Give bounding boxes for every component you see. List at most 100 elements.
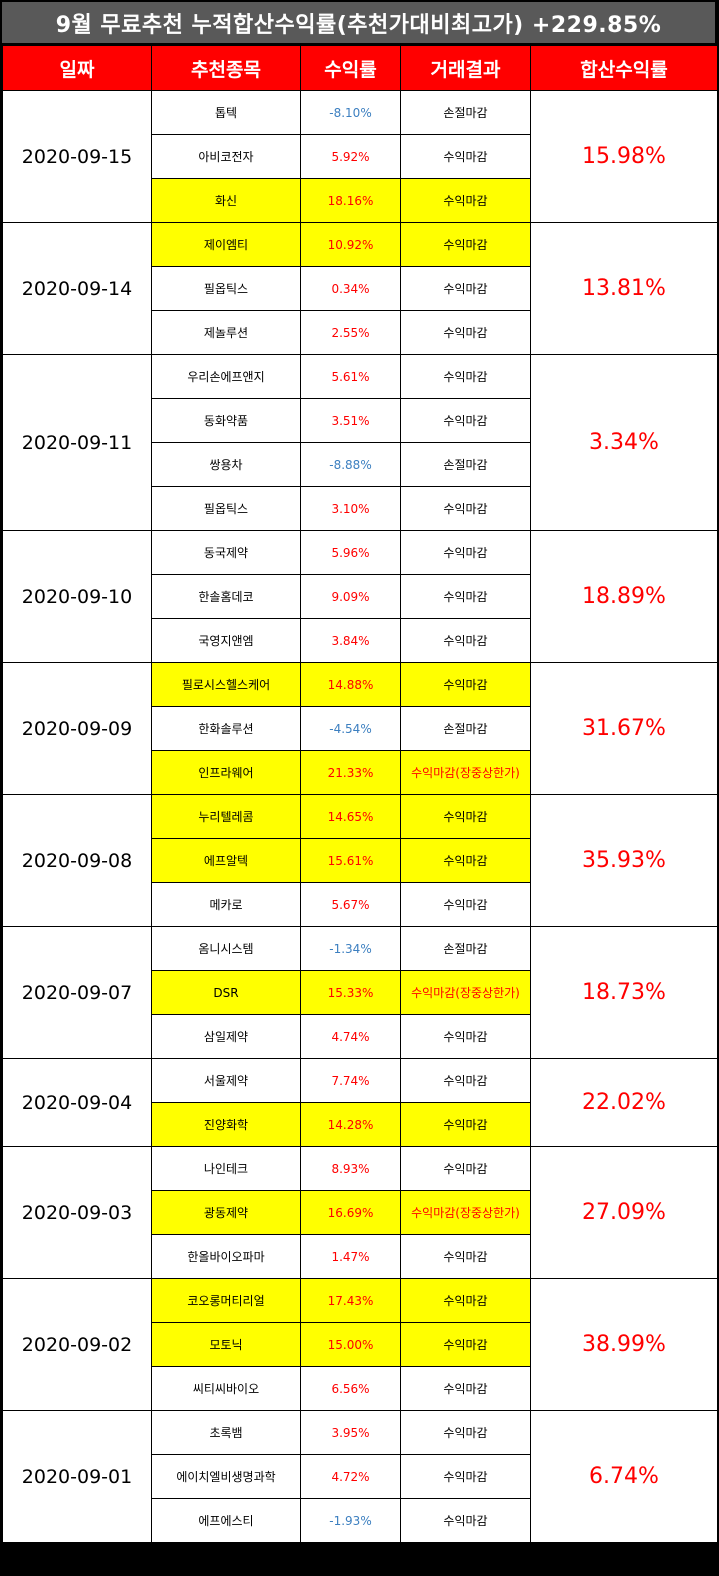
return-rate-cell: 3.95% xyxy=(300,1410,401,1455)
stock-name-cell: 초록뱀 xyxy=(151,1410,301,1455)
total-return-cell: 31.67% xyxy=(530,662,718,795)
trade-result-cell: 수익마감 xyxy=(400,178,531,223)
return-rate-cell: 5.96% xyxy=(300,530,401,575)
trade-result-cell: 수익마감 xyxy=(400,1366,531,1411)
table-body: 2020-09-15 톱텍 -8.10% 손절마감 15.98% 아비코전자 5.92% 수익… xyxy=(2,90,718,1543)
date-cell: 2020-09-11 xyxy=(2,354,152,531)
trade-result-cell: 수익마감 xyxy=(400,1014,531,1059)
trade-result-cell: 손절마감 xyxy=(400,442,531,487)
header-result: 거래결과 xyxy=(400,45,531,91)
return-rate-cell: 16.69% xyxy=(300,1190,401,1235)
stock-name-cell: 한올바이오파마 xyxy=(151,1234,301,1279)
trade-result-cell: 수익마감 xyxy=(400,1454,531,1499)
return-rate-cell: 1.47% xyxy=(300,1234,401,1279)
table-row: 삼일제약 4.74% 수익마감 xyxy=(3,1014,718,1059)
trade-result-cell: 수익마감 xyxy=(400,1146,531,1191)
total-return-cell: 22.02% xyxy=(530,1058,718,1147)
trade-result-cell: 수익마감 xyxy=(400,662,531,707)
stock-name-cell: 한솔홈데코 xyxy=(151,574,301,619)
table-row: 아비코전자 5.92% 수익마감 xyxy=(3,134,718,179)
table-row: 화신 18.16% 수익마감 xyxy=(3,178,718,223)
trade-result-cell: 수익마감 xyxy=(400,1322,531,1367)
table-row: 2020-09-09 필로시스헬스케어 14.88% 수익마감 31.67% xyxy=(2,662,718,795)
trade-result-cell: 수익마감 xyxy=(400,794,531,839)
table-row: 씨티씨바이오 6.56% 수익마감 xyxy=(3,1366,718,1411)
stock-name-cell: 화신 xyxy=(151,178,301,223)
trade-result-cell: 수익마감 xyxy=(400,882,531,927)
trade-result-cell: 수익마감 xyxy=(400,838,531,883)
table-row: 메카로 5.67% 수익마감 xyxy=(3,882,718,927)
stock-name-cell: 삼일제약 xyxy=(151,1014,301,1059)
date-cell: 2020-09-10 xyxy=(2,530,152,663)
table-row: 2020-09-07 옴니시스템 -1.34% 손절마감 18.73% xyxy=(2,926,718,1059)
stock-name-cell: 한화솔루션 xyxy=(151,706,301,751)
table-row: 2020-09-10 동국제약 5.96% 수익마감 18.89% xyxy=(2,530,718,663)
header-date: 일짜 xyxy=(2,45,152,91)
stock-name-cell: 제이엠티 xyxy=(151,222,301,267)
return-rate-cell: 4.72% xyxy=(300,1454,401,1499)
date-cell: 2020-09-01 xyxy=(2,1410,152,1543)
trade-result-cell: 수익마감 xyxy=(400,398,531,443)
stock-name-cell: 동화약품 xyxy=(151,398,301,443)
stock-name-cell: 에프에스티 xyxy=(151,1498,301,1543)
date-cell: 2020-09-15 xyxy=(2,90,152,223)
return-rate-cell: 7.74% xyxy=(300,1058,401,1103)
trade-result-cell: 수익마감 xyxy=(400,134,531,179)
return-rate-cell: -1.34% xyxy=(300,926,401,971)
return-rate-cell: 18.16% xyxy=(300,178,401,223)
stock-name-cell: DSR xyxy=(151,970,301,1015)
return-rate-cell: 6.56% xyxy=(300,1366,401,1411)
stock-name-cell: 국영지앤엠 xyxy=(151,618,301,663)
total-return-cell: 15.98% xyxy=(530,90,718,223)
stock-name-cell: 필로시스헬스케어 xyxy=(151,662,301,707)
total-return-cell: 18.89% xyxy=(530,530,718,663)
return-rate-cell: 3.51% xyxy=(300,398,401,443)
table-row: 2020-09-01 초록뱀 3.95% 수익마감 6.74% xyxy=(2,1410,718,1543)
date-cell: 2020-09-09 xyxy=(2,662,152,795)
stock-name-cell: 동국제약 xyxy=(151,530,301,575)
return-rate-cell: -8.88% xyxy=(300,442,401,487)
return-rate-cell: 8.93% xyxy=(300,1146,401,1191)
stock-name-cell: 서울제약 xyxy=(151,1058,301,1103)
total-return-cell: 35.93% xyxy=(530,794,718,927)
date-cell: 2020-09-02 xyxy=(2,1278,152,1411)
total-return-cell: 3.34% xyxy=(530,354,718,531)
trade-result-cell: 수익마감(장중상한가) xyxy=(400,970,531,1015)
stock-name-cell: 인프라웨어 xyxy=(151,750,301,795)
return-rate-cell: 14.28% xyxy=(300,1102,401,1147)
table-row: 제놀루션 2.55% 수익마감 xyxy=(3,310,718,355)
table-row: 2020-09-03 나인테크 8.93% 수익마감 27.09% xyxy=(2,1146,718,1279)
stock-name-cell: 아비코전자 xyxy=(151,134,301,179)
table-row: 2020-09-14 제이엠티 10.92% 수익마감 13.81% xyxy=(2,222,718,355)
table-row: 에이치엘비생명과학 4.72% 수익마감 xyxy=(3,1454,718,1499)
return-rate-cell: 5.61% xyxy=(300,354,401,399)
stock-name-cell: 필옵틱스 xyxy=(151,486,301,531)
table-row: 2020-09-02 코오롱머티리얼 17.43% 수익마감 38.99% xyxy=(2,1278,718,1411)
return-rate-cell: 9.09% xyxy=(300,574,401,619)
return-rate-cell: 15.33% xyxy=(300,970,401,1015)
table-row: 2020-09-04 서울제약 7.74% 수익마감 22.02% xyxy=(2,1058,718,1147)
total-return-cell: 13.81% xyxy=(530,222,718,355)
return-rate-cell: 0.34% xyxy=(300,266,401,311)
total-return-cell: 38.99% xyxy=(530,1278,718,1411)
return-rate-cell: 3.10% xyxy=(300,486,401,531)
return-rate-cell: 10.92% xyxy=(300,222,401,267)
trade-result-cell: 수익마감(장중상한가) xyxy=(400,750,531,795)
stock-name-cell: 씨티씨바이오 xyxy=(151,1366,301,1411)
trade-result-cell: 수익마감 xyxy=(400,1278,531,1323)
return-rate-cell: -4.54% xyxy=(300,706,401,751)
trade-result-cell: 수익마감 xyxy=(400,1234,531,1279)
stock-name-cell: 누리텔레콤 xyxy=(151,794,301,839)
stock-name-cell: 에프알텍 xyxy=(151,838,301,883)
stock-name-cell: 쌍용차 xyxy=(151,442,301,487)
stock-name-cell: 모토닉 xyxy=(151,1322,301,1367)
trade-result-cell: 손절마감 xyxy=(400,926,531,971)
header-rate: 수익률 xyxy=(300,45,401,91)
return-rate-cell: 21.33% xyxy=(300,750,401,795)
stock-name-cell: 에이치엘비생명과학 xyxy=(151,1454,301,1499)
return-rate-cell: 2.55% xyxy=(300,310,401,355)
date-cell: 2020-09-07 xyxy=(2,926,152,1059)
table-row: 한올바이오파마 1.47% 수익마감 xyxy=(3,1234,718,1279)
trade-result-cell: 수익마감 xyxy=(400,1498,531,1543)
return-rate-cell: 3.84% xyxy=(300,618,401,663)
